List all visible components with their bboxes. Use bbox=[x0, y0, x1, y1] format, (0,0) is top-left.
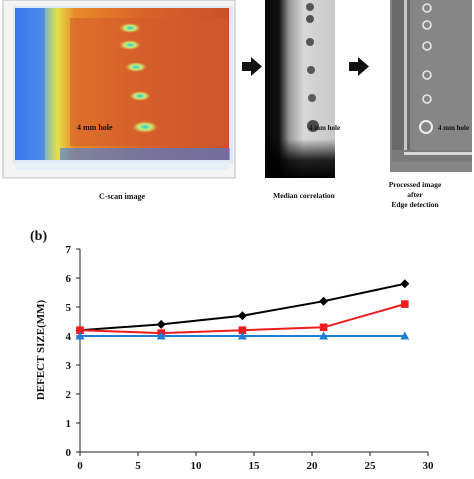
cscan-hole-label: 4 mm hole bbox=[77, 123, 113, 132]
x-tick-label: 0 bbox=[77, 460, 83, 472]
y-tick-label: 7 bbox=[66, 244, 72, 256]
data-point bbox=[76, 326, 84, 334]
median-hole-label: 4 mm hole bbox=[309, 124, 340, 132]
y-tick-label: 5 bbox=[66, 302, 72, 314]
series-group bbox=[75, 279, 410, 340]
line-chart: 0 1 2 3 4 5 6 7 0 5 10 15 20 25 30 DEFECT SIZE(MM) bbox=[35, 244, 434, 472]
median-correlation-image: 4 mm hole bbox=[265, 0, 340, 178]
x-tick-label: 5 bbox=[135, 460, 141, 472]
data-point bbox=[156, 319, 166, 329]
panel-b-label: (b) bbox=[30, 229, 47, 244]
series-line bbox=[79, 282, 406, 332]
x-tick-label: 30 bbox=[423, 460, 435, 472]
data-point bbox=[319, 296, 329, 306]
x-ticks: 0 5 10 15 20 25 30 bbox=[77, 452, 434, 472]
x-tick-label: 20 bbox=[307, 460, 319, 472]
x-tick-label: 25 bbox=[365, 460, 377, 472]
cscan-image: 4 mm hole bbox=[2, 0, 236, 179]
processed-caption-line3: Edge detection bbox=[391, 200, 439, 209]
data-point bbox=[237, 331, 247, 340]
data-point bbox=[156, 331, 166, 340]
y-axis-label: DEFECT SIZE(MM) bbox=[35, 300, 47, 401]
x-tick-label: 10 bbox=[191, 460, 203, 472]
median-caption: Median correlation bbox=[273, 191, 336, 200]
processed-caption-line2: after bbox=[407, 190, 423, 199]
arrow-right-icon bbox=[242, 57, 262, 76]
data-point bbox=[237, 311, 247, 321]
processed-caption-line1: Processed image bbox=[389, 180, 442, 189]
y-tick-label: 6 bbox=[66, 273, 72, 285]
y-ticks: 0 1 2 3 4 5 6 7 bbox=[66, 244, 80, 459]
data-point bbox=[400, 279, 410, 289]
y-tick-label: 3 bbox=[66, 360, 72, 372]
data-point bbox=[238, 326, 247, 334]
processed-edge-image: 4 mm hole bbox=[390, 0, 472, 172]
y-tick-label: 0 bbox=[66, 447, 72, 459]
y-tick-label: 4 bbox=[66, 331, 72, 343]
data-point bbox=[75, 331, 85, 340]
data-point bbox=[400, 331, 410, 340]
x-tick-label: 15 bbox=[249, 460, 261, 472]
y-tick-label: 2 bbox=[66, 389, 72, 401]
processed-hole-label: 4 mm hole bbox=[438, 124, 469, 132]
data-point bbox=[319, 331, 329, 340]
arrow-right-icon bbox=[349, 57, 369, 76]
data-point bbox=[401, 300, 409, 308]
cscan-caption: C-scan image bbox=[99, 192, 145, 201]
data-point bbox=[319, 323, 328, 332]
y-tick-label: 1 bbox=[66, 418, 72, 430]
